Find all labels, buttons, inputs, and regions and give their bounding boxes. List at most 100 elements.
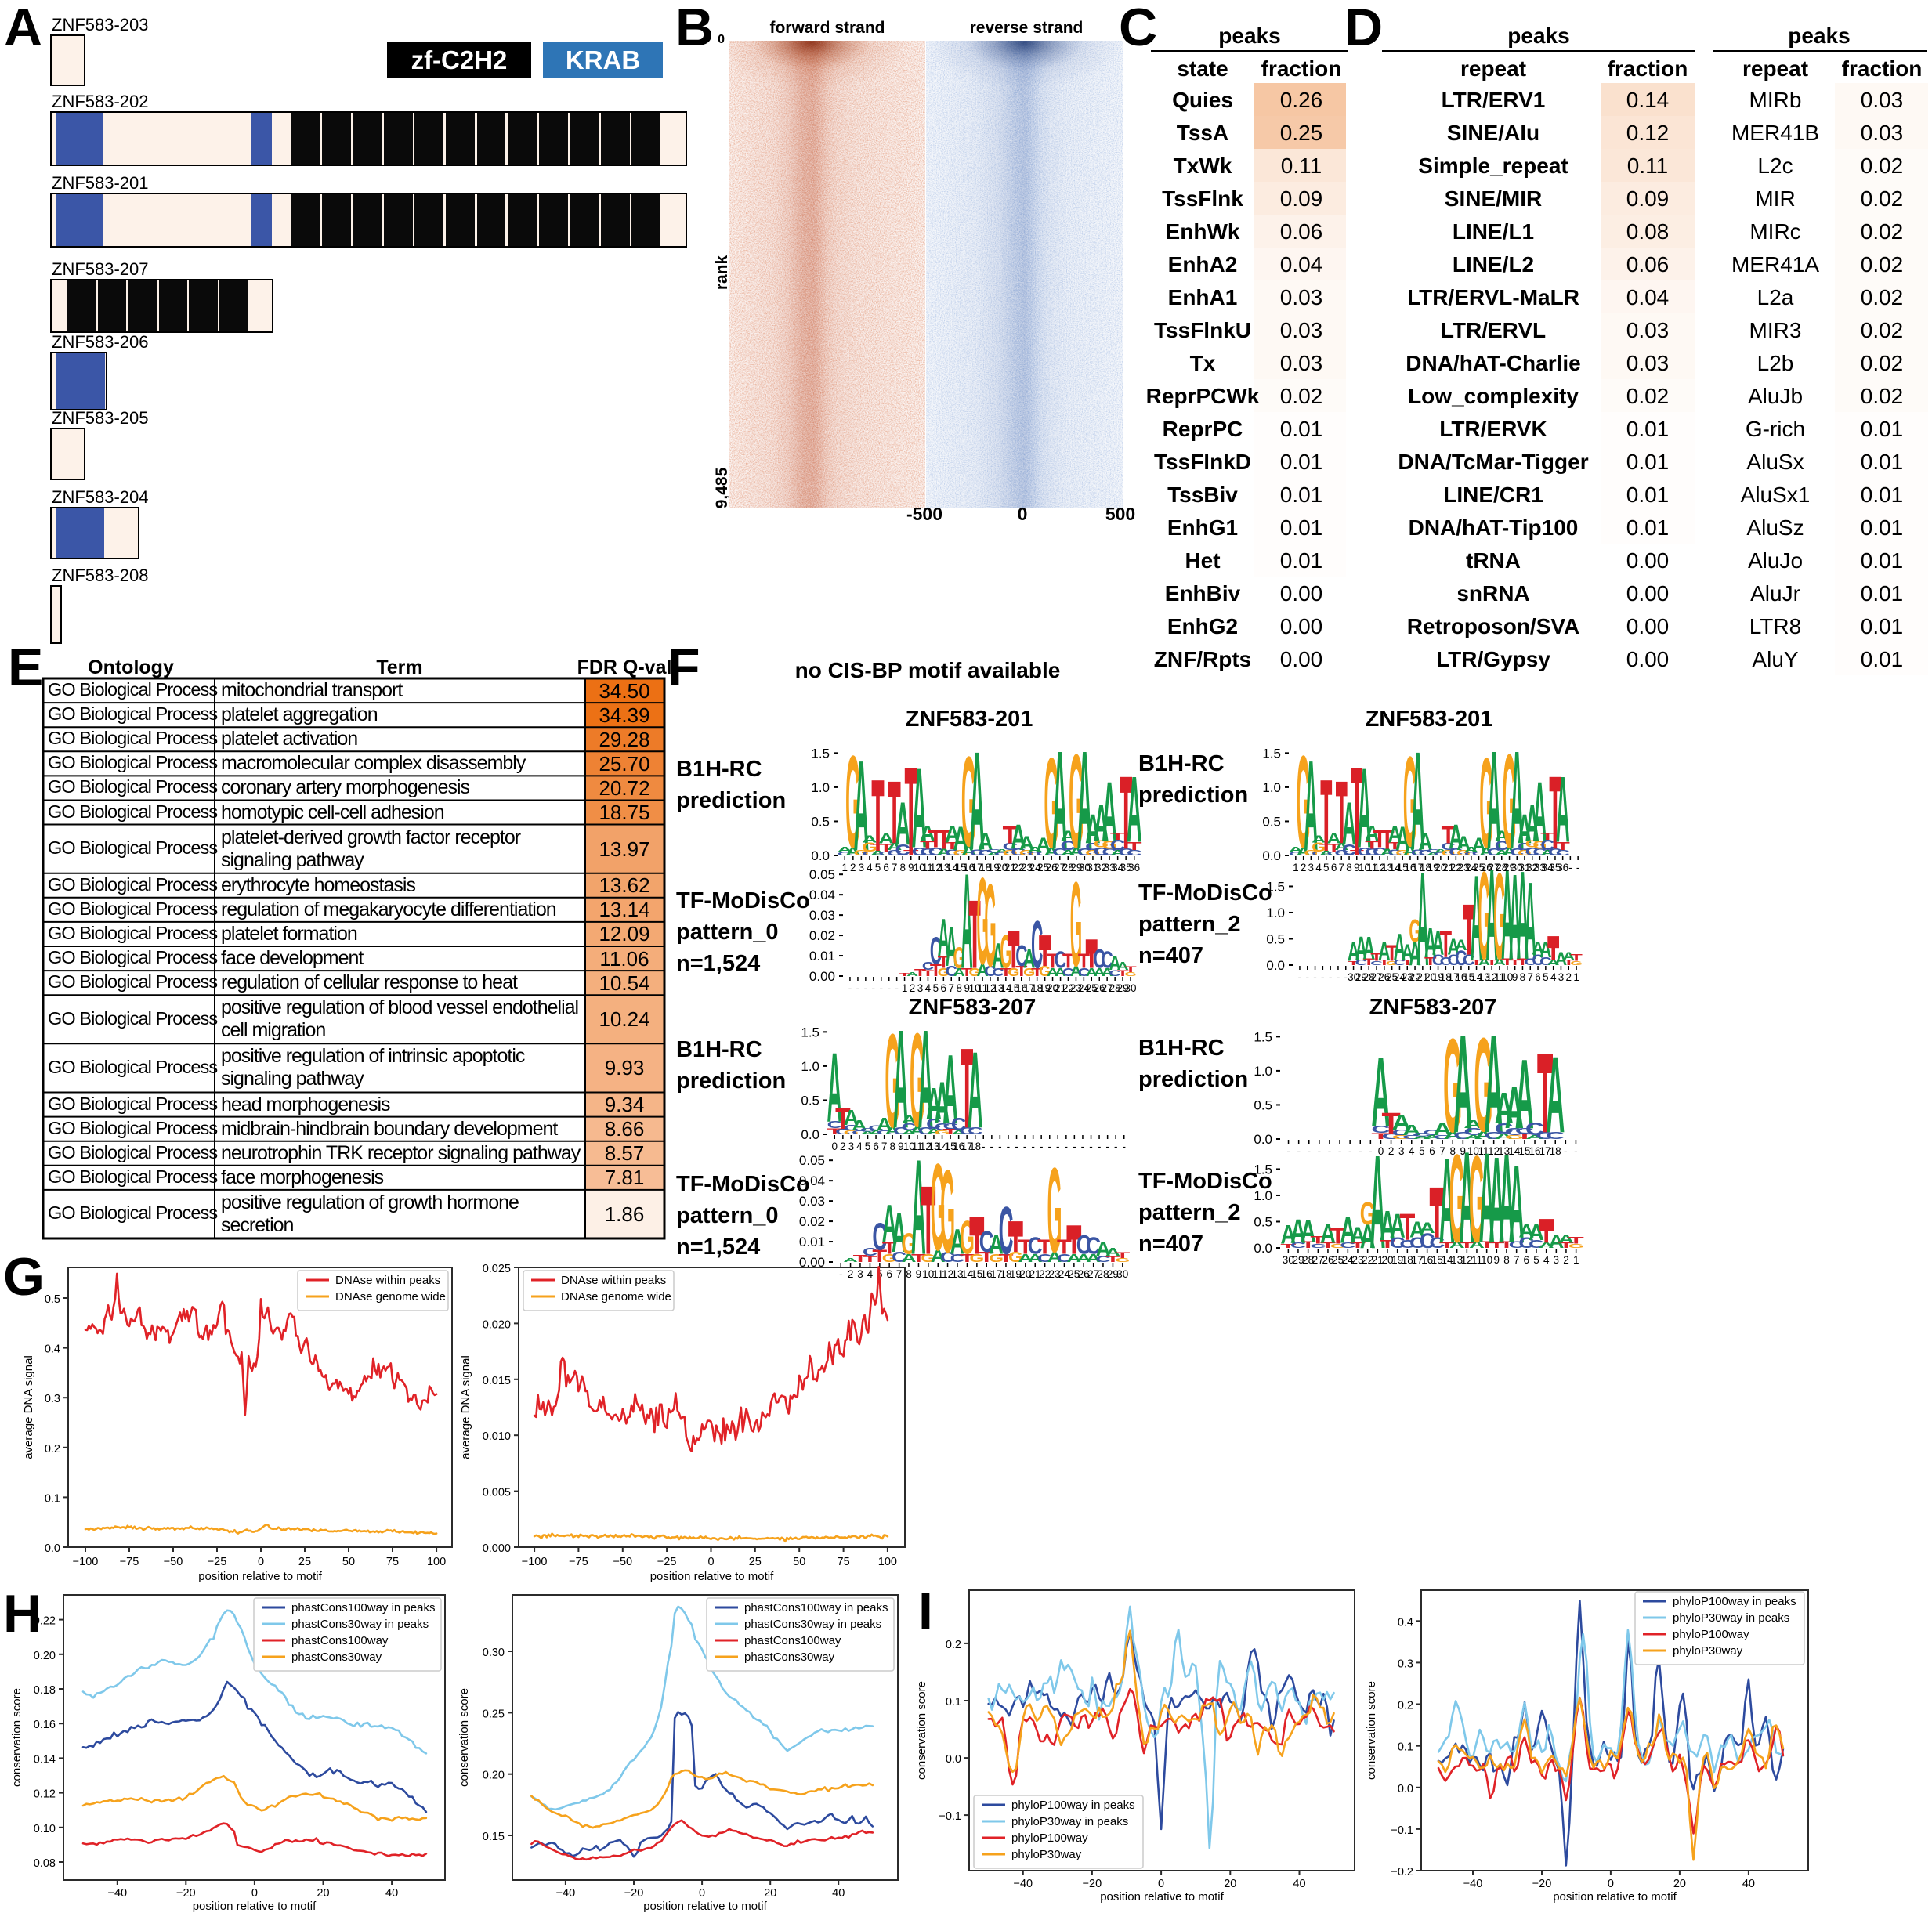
svg-text:G: G: [1008, 966, 1019, 979]
svg-text:14: 14: [961, 1268, 974, 1280]
svg-text:T: T: [1439, 1242, 1456, 1250]
svg-text:T: T: [911, 1252, 927, 1265]
svg-text:A: A: [1102, 966, 1113, 979]
svg-text:0.0: 0.0: [1266, 958, 1285, 973]
svg-text:C: C: [918, 1126, 934, 1137]
svg-text:A: A: [1290, 1213, 1306, 1251]
svg-text:C: C: [1487, 847, 1501, 858]
svg-text:-: -: [848, 982, 852, 994]
svg-text:T: T: [1301, 1240, 1316, 1250]
svg-text:C: C: [999, 1193, 1014, 1269]
svg-text:C: C: [1094, 844, 1109, 858]
svg-text:rank: rank: [713, 255, 731, 291]
svg-text:-: -: [1105, 1141, 1109, 1152]
svg-text:G: G: [989, 1252, 1004, 1265]
svg-text:A: A: [994, 848, 1010, 854]
svg-text:1.5: 1.5: [811, 746, 830, 761]
svg-text:C: C: [1102, 847, 1117, 858]
svg-text:C: C: [1433, 1134, 1452, 1140]
svg-text:4: 4: [1543, 1254, 1550, 1266]
svg-text:15: 15: [955, 862, 967, 873]
svg-text:-: -: [1007, 1141, 1011, 1152]
svg-text:19: 19: [1427, 862, 1439, 873]
svg-text:0.30: 0.30: [483, 1647, 505, 1659]
svg-text:20: 20: [1435, 862, 1446, 873]
svg-text:36: 36: [1128, 862, 1140, 873]
svg-text:28: 28: [1062, 862, 1074, 873]
svg-text:-: -: [1015, 1141, 1018, 1152]
svg-text:A: A: [1464, 846, 1478, 854]
svg-text:G: G: [1019, 849, 1035, 858]
svg-text:C: C: [1532, 951, 1544, 968]
svg-text:G: G: [1330, 1242, 1346, 1249]
svg-text:C: C: [1418, 849, 1433, 858]
svg-text:A: A: [902, 1252, 917, 1265]
svg-text:11: 11: [1478, 1145, 1489, 1157]
svg-text:35: 35: [1549, 862, 1561, 873]
svg-text:A: A: [1463, 1118, 1483, 1131]
svg-text:G: G: [1503, 739, 1517, 876]
svg-text:3: 3: [1308, 862, 1315, 873]
svg-text:T: T: [1479, 1240, 1495, 1250]
svg-text:7: 7: [949, 982, 955, 994]
svg-text:C: C: [1455, 946, 1467, 970]
svg-text:A: A: [1556, 758, 1570, 862]
svg-text:A: A: [1484, 1022, 1503, 1163]
svg-text:30: 30: [1079, 862, 1091, 873]
svg-text:A: A: [1418, 829, 1432, 855]
svg-text:C: C: [877, 1130, 892, 1136]
svg-text:A: A: [1355, 928, 1367, 967]
svg-text:T: T: [872, 1246, 887, 1266]
svg-text:25: 25: [298, 1556, 311, 1568]
svg-text:C: C: [1055, 947, 1066, 974]
svg-text:phastCons100way: phastCons100way: [744, 1634, 841, 1647]
svg-text:C: C: [1355, 958, 1367, 967]
svg-text:G: G: [844, 1130, 859, 1136]
svg-text:22: 22: [1362, 1254, 1373, 1266]
svg-text:A: A: [953, 966, 965, 979]
svg-text:A: A: [1340, 1208, 1355, 1251]
svg-text:0.1: 0.1: [1398, 1741, 1413, 1754]
svg-text:T: T: [1459, 1242, 1475, 1250]
svg-text:G: G: [1360, 1195, 1376, 1231]
svg-text:-: -: [1359, 1145, 1362, 1157]
svg-text:A: A: [868, 1130, 884, 1136]
svg-text:A: A: [1327, 830, 1341, 847]
svg-text:2: 2: [1563, 1254, 1569, 1266]
svg-text:30: 30: [1348, 971, 1359, 983]
svg-text:34: 34: [1542, 862, 1554, 873]
svg-text:G: G: [969, 1252, 984, 1265]
svg-text:26: 26: [1078, 1268, 1090, 1280]
svg-text:0.5: 0.5: [45, 1293, 60, 1306]
svg-text:C: C: [986, 848, 1002, 854]
svg-text:17: 17: [1023, 982, 1035, 994]
svg-text:G: G: [1023, 966, 1035, 979]
svg-text:A: A: [1447, 934, 1460, 959]
svg-text:G: G: [1456, 849, 1471, 858]
svg-text:1.5: 1.5: [1254, 1162, 1272, 1177]
svg-text:12: 12: [1486, 971, 1498, 983]
svg-text:A: A: [1472, 833, 1486, 856]
svg-text:T: T: [882, 1238, 897, 1258]
svg-text:0.5: 0.5: [1254, 1214, 1272, 1229]
svg-text:A: A: [1532, 765, 1547, 859]
svg-text:0.00: 0.00: [799, 1255, 825, 1270]
svg-text:22: 22: [1012, 862, 1024, 873]
svg-text:G: G: [953, 849, 968, 858]
svg-text:A: A: [1102, 765, 1117, 859]
svg-text:G: G: [1085, 849, 1101, 858]
svg-text:2: 2: [1301, 862, 1307, 873]
svg-text:T: T: [1442, 822, 1456, 848]
svg-text:-: -: [1081, 1141, 1085, 1152]
svg-text:32: 32: [1526, 862, 1538, 873]
svg-text:0.18: 0.18: [34, 1684, 56, 1697]
svg-text:19: 19: [1391, 1254, 1403, 1266]
svg-text:T: T: [936, 824, 952, 855]
svg-text:A: A: [1449, 818, 1463, 857]
svg-text:10: 10: [903, 1141, 915, 1152]
svg-text:C: C: [1027, 852, 1043, 857]
svg-text:G: G: [1070, 859, 1082, 993]
svg-text:26: 26: [1322, 1254, 1333, 1266]
svg-text:100: 100: [878, 1556, 897, 1568]
svg-text:10: 10: [1467, 1145, 1479, 1157]
